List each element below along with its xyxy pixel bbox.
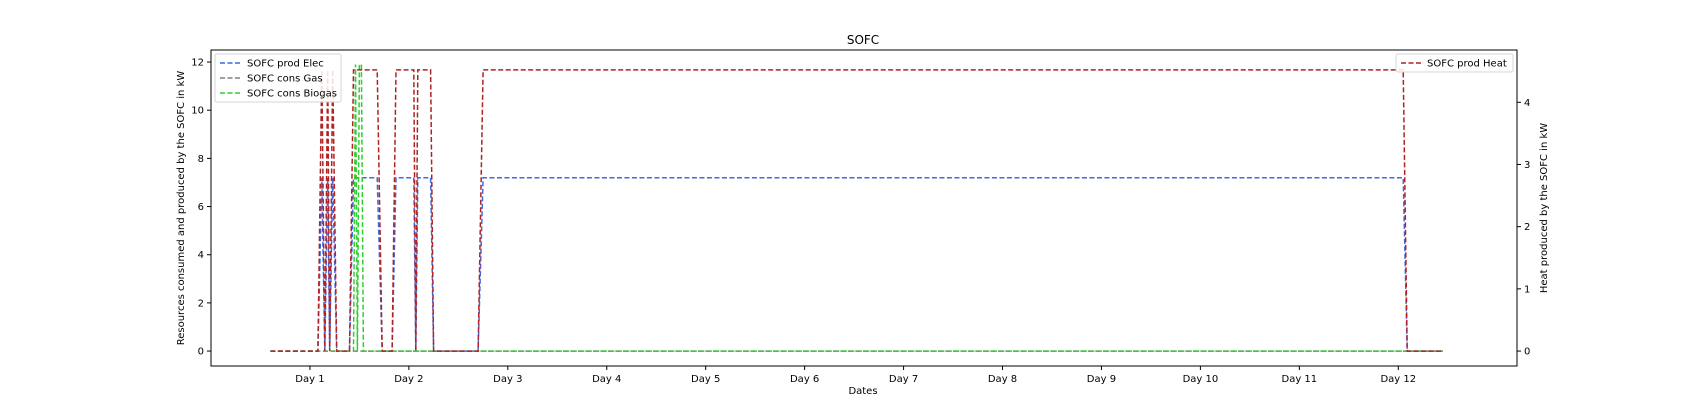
x-axis-title: Dates	[848, 386, 877, 397]
y2-tick-label: 1	[1524, 284, 1530, 295]
y-tick-label: 8	[198, 154, 204, 165]
x-tick-label: Day 4	[592, 374, 621, 385]
y2-tick-label: 4	[1524, 98, 1530, 109]
y-axis-title-left: Resources consumed and produced by the S…	[176, 71, 187, 346]
y2-tick-label: 0	[1524, 347, 1530, 358]
x-tick-label: Day 12	[1380, 374, 1416, 385]
y-axis-left: 0 2 4 6 8 10 12	[191, 58, 211, 358]
chart-title: SOFC	[847, 33, 879, 47]
series-line-sofc-cons-biogas	[270, 63, 1443, 352]
y-tick-label: 12	[191, 58, 204, 69]
x-tick-label: Day 3	[493, 374, 522, 385]
series-line-sofc-prod-elec	[270, 176, 1443, 352]
legend-label-sofc-prod-heat: SOFC prod Heat	[1427, 59, 1507, 70]
legend-label-sofc-cons-gas: SOFC cons Gas	[247, 74, 323, 85]
legend-left: SOFC prod Elec SOFC cons Gas SOFC cons Bio…	[214, 53, 342, 103]
legend-right: SOFC prod Heat	[1395, 53, 1514, 73]
x-tick-label: Day 1	[295, 374, 324, 385]
x-tick-label: Day 7	[889, 374, 918, 385]
series-line-sofc-prod-heat	[270, 69, 1443, 352]
y-axis-title-right: Heat produced by the SOFC in kW	[1539, 123, 1550, 293]
x-tick-label: Day 11	[1282, 374, 1318, 385]
legend-label-sofc-prod-elec: SOFC prod Elec	[247, 59, 324, 70]
x-tick-label: Day 9	[1087, 374, 1116, 385]
x-tick-label: Day 2	[394, 374, 423, 385]
y2-tick-label: 3	[1524, 160, 1530, 171]
y-tick-label: 4	[198, 250, 204, 261]
plot-area	[270, 63, 1443, 352]
x-axis: Day 1 Day 2 Day 3 Day 4 Day 5 Day 6 Day 7 Day 8…	[295, 366, 1416, 385]
y-tick-label: 10	[191, 106, 204, 117]
y2-tick-label: 2	[1524, 222, 1530, 233]
plot-frame	[210, 49, 1518, 367]
legend-label-sofc-cons-biogas: SOFC cons Biogas	[247, 89, 337, 100]
x-tick-label: Day 5	[691, 374, 720, 385]
y-tick-label: 0	[198, 347, 204, 358]
y-tick-label: 2	[198, 298, 204, 309]
y-tick-label: 6	[198, 202, 204, 213]
x-tick-label: Day 6	[790, 374, 819, 385]
x-tick-label: Day 10	[1183, 374, 1219, 385]
x-tick-label: Day 8	[988, 374, 1017, 385]
y-axis-right: 0 1 2 3 4	[1517, 98, 1530, 358]
